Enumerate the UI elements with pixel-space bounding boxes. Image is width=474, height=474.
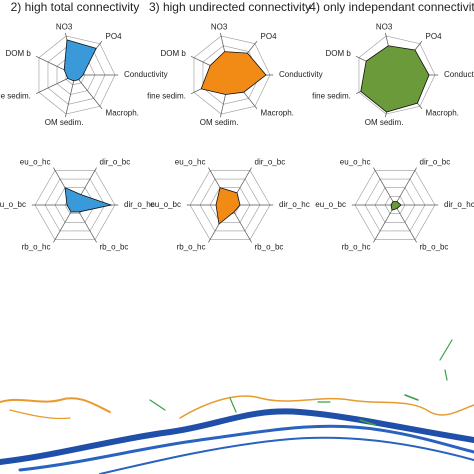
axis-label: eu_o_hc [340,158,371,167]
axis-label: rb_o_bc [420,243,449,252]
axis-spoke [65,74,76,118]
axis-label: rb_o_bc [255,243,284,252]
axis-label: NO3 [56,22,73,31]
axis-label: Conductivity [279,70,323,79]
axis-label: dir_o_hc [124,200,155,209]
grid-ring [202,45,261,105]
radar-area [63,39,97,82]
chart-title: 2) high total connectivity [11,0,140,14]
axis-label: Macroph. [426,108,459,117]
river-map [0,339,474,474]
axis-label: NO3 [376,22,393,31]
chart-title: 4) only independant connectivity [309,0,474,14]
axis-label: dir_o_hc [279,200,310,209]
axis-label: PO4 [261,32,278,41]
axis-label: dir_o_hc [444,200,474,209]
radar-area [215,187,241,225]
axis-label: eu_o_bc [150,200,181,209]
axis-spoke [394,167,417,206]
axis-label: PO4 [106,32,123,41]
axis-label: OM sedim. [365,118,404,127]
axis-label: Conductivity [124,70,168,79]
axis-label: rb_o_bc [100,243,129,252]
axis-label: fine sedim. [312,91,351,100]
axis-label: DOM b [161,49,187,58]
radar-area [360,45,430,113]
radar-area [390,201,402,211]
axis-spoke [74,74,103,109]
axis-spoke [373,167,396,206]
grid-ring [358,35,436,115]
radar-area [64,187,113,213]
radar-chart: dir_o_hc dir_o_bc eu_o_hc eu_o_bc rb_o_hc rb_… [0,158,155,252]
axis-label: dir_o_bc [100,158,131,167]
axis-label: Macroph. [106,108,139,117]
axis-label: eu_o_hc [20,158,51,167]
axis-spoke [394,204,417,243]
axis-label: eu_o_bc [0,200,26,209]
radar-chart: 4) only independant connectivity Conducti… [309,0,474,127]
axis-spoke [373,204,396,243]
axis-label: fine sedim. [0,91,31,100]
radar-chart: 3) high undirected connectivity Conductiv… [147,0,322,127]
axis-label: eu_o_bc [315,200,346,209]
grid-ring [38,35,116,115]
axis-label: dir_o_bc [255,158,286,167]
grid-ring [193,35,271,115]
radar-chart: dir_o_hc dir_o_bc eu_o_hc eu_o_bc rb_o_hc rb_… [315,158,474,252]
axis-label: rb_o_hc [177,243,206,252]
radar-chart: dir_o_hc dir_o_bc eu_o_hc eu_o_bc rb_o_hc rb_… [150,158,309,252]
axis-label: Conductivity [444,70,474,79]
axis-label: NO3 [211,22,228,31]
radar-chart: 2) high total connectivity Conductivity PO… [0,0,168,127]
axis-label: rb_o_hc [22,243,51,252]
axis-label: fine sedim. [147,91,186,100]
radar-area [200,51,267,95]
axis-label: PO4 [426,32,443,41]
chart-title: 3) high undirected connectivity [149,0,311,14]
axis-label: DOM b [6,49,32,58]
axis-label: DOM b [326,49,352,58]
axis-label: OM sedim. [200,118,239,127]
axis-label: dir_o_bc [420,158,451,167]
axis-label: rb_o_hc [342,243,371,252]
axis-label: OM sedim. [45,118,84,127]
axis-label: Macroph. [261,108,294,117]
axis-label: eu_o_hc [175,158,206,167]
